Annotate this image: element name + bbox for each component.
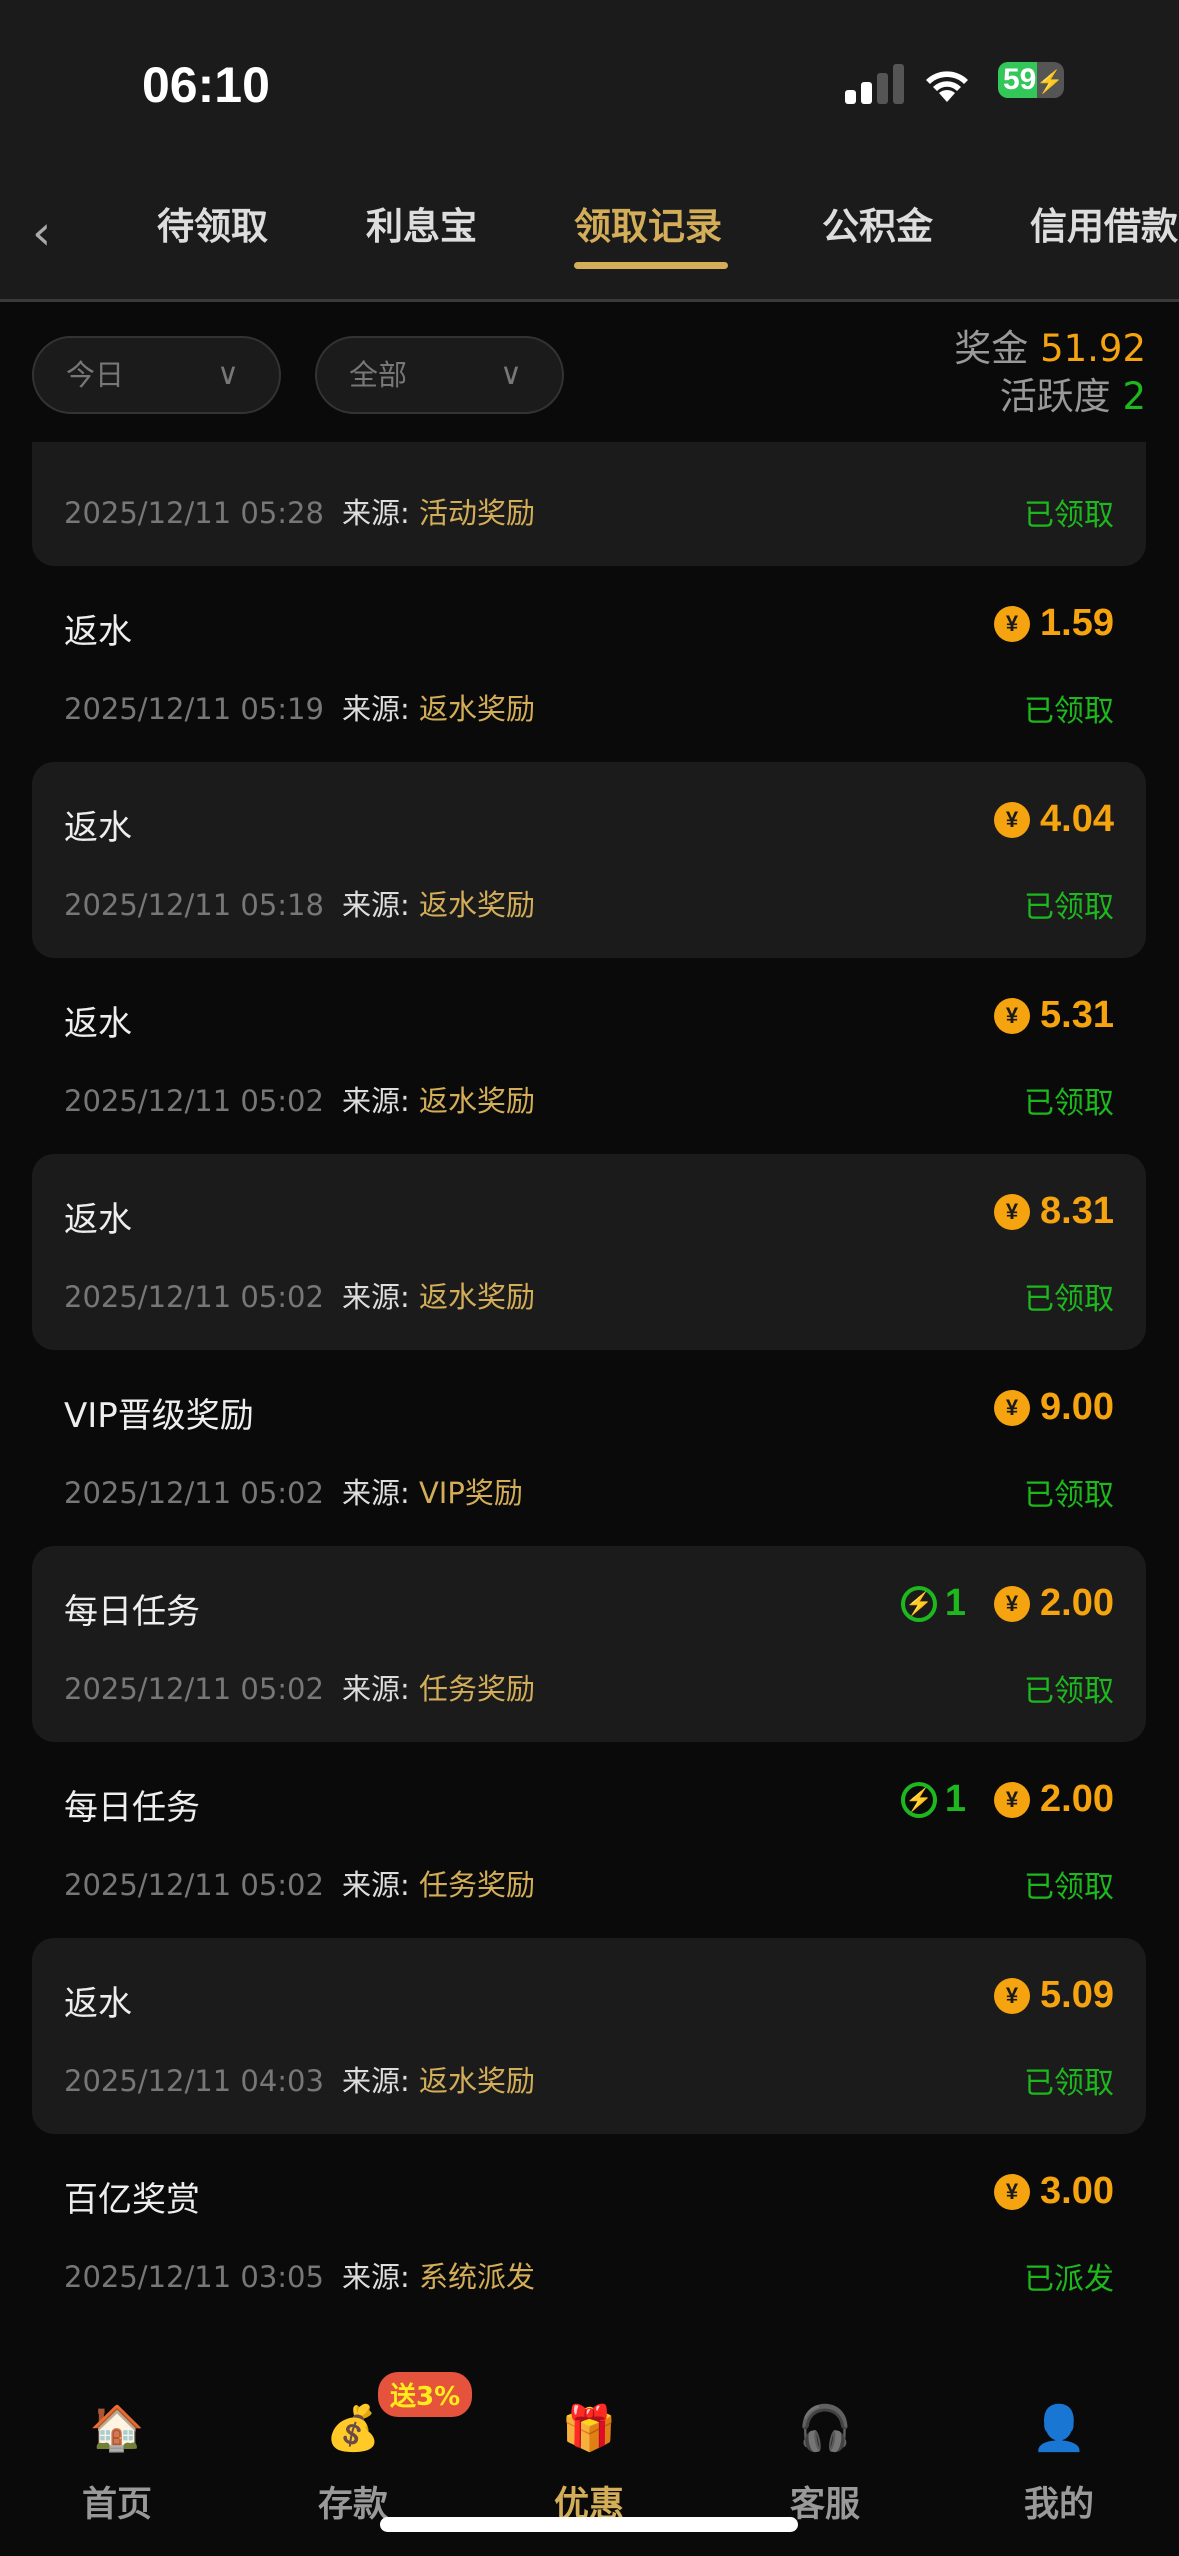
list-item[interactable]: 百亿奖赏 ¥3.00 2025/12/11 03:05 来源: 系统派发 已派发	[32, 2134, 1146, 2330]
tab-bar: 待领取 利息宝 领取记录 公积金 信用借款	[0, 196, 1179, 266]
yuan-coin-icon: ¥	[994, 997, 1031, 1034]
chevron-down-icon: ∨	[500, 357, 522, 392]
yuan-coin-icon: ¥	[994, 1193, 1031, 1230]
yuan-coin-icon: ¥	[994, 1585, 1031, 1622]
filter-bar: 今日 ∨ 全部 ∨ 奖金 51.92 活跃度 2	[0, 305, 1179, 442]
record-meta: 2025/12/11 05:28 来源: 活动奖励	[64, 496, 535, 530]
summary: 奖金 51.92 活跃度 2	[954, 327, 1146, 418]
signal-icon	[845, 62, 904, 104]
activity-total: 2	[1122, 375, 1146, 418]
status-badge: 已领取	[1024, 1674, 1114, 1709]
record-meta: 2025/12/11 05:02 来源: 任务奖励	[64, 1868, 535, 1902]
yuan-coin-icon: ¥	[994, 1781, 1031, 1818]
active-tab-indicator	[574, 262, 728, 269]
deposit-badge: 送3%	[378, 2372, 473, 2417]
record-amount: ⚡ 1 ¥2.00	[900, 1582, 1114, 1625]
record-amount: ¥4.04	[994, 798, 1114, 841]
nav-item-1[interactable]: 💰 存款	[278, 2390, 428, 2527]
yuan-coin-icon: ¥	[994, 1389, 1031, 1426]
record-meta: 2025/12/11 05:02 来源: 返水奖励	[64, 1084, 535, 1118]
nav-item-3[interactable]: 🎧 客服	[750, 2390, 900, 2527]
record-meta: 2025/12/11 05:18 来源: 返水奖励	[64, 888, 535, 922]
record-amount: ¥3.00	[994, 2170, 1114, 2213]
list-item[interactable]: 每日任务 ⚡ 1 ¥2.00 2025/12/11 05:02 来源: 任务奖励 已…	[32, 1742, 1146, 1938]
record-title: 返水	[64, 1984, 132, 2024]
list-item[interactable]: 返水 ¥5.31 2025/12/11 05:02 来源: 返水奖励 已领取	[32, 958, 1146, 1154]
tab-3[interactable]: 公积金	[822, 205, 933, 248]
list-item[interactable]: 每日任务 ⚡ 1 ¥2.00 2025/12/11 05:02 来源: 任务奖励 已…	[32, 1546, 1146, 1742]
record-meta: 2025/12/11 05:02 来源: 任务奖励	[64, 1672, 535, 1706]
chevron-down-icon: ∨	[217, 357, 239, 392]
record-title: 返水	[64, 612, 132, 652]
status-badge: 已领取	[1024, 498, 1114, 533]
record-meta: 2025/12/11 05:02 来源: 返水奖励	[64, 1280, 535, 1314]
yuan-coin-icon: ¥	[994, 605, 1031, 642]
yuan-coin-icon: ¥	[994, 801, 1031, 838]
record-title: 百亿奖赏	[64, 2180, 200, 2220]
record-title: 返水	[64, 808, 132, 848]
record-title: 返水	[64, 1200, 132, 1240]
bottom-nav: 🏠 首页 💰 存款 🎁 优惠 🎧 客服 👤 我的	[0, 2340, 1179, 2556]
home-indicator	[380, 2517, 798, 2532]
date-filter-dropdown[interactable]: 今日 ∨	[32, 336, 281, 414]
record-amount: ¥5.31	[994, 994, 1114, 1037]
list-item[interactable]: VIP晋级奖励 ¥9.00 2025/12/11 05:02 来源: VIP奖励 …	[32, 1350, 1146, 1546]
tab-4[interactable]: 信用借款	[1030, 205, 1178, 248]
status-badge: 已领取	[1024, 2066, 1114, 2101]
record-meta: 2025/12/11 05:02 来源: VIP奖励	[64, 1476, 523, 1510]
status-badge: 已领取	[1024, 694, 1114, 729]
wifi-icon	[926, 71, 968, 102]
list-item[interactable]: 返水 ¥1.59 2025/12/11 05:19 来源: 返水奖励 已领取	[32, 566, 1146, 762]
status-badge: 已领取	[1024, 1282, 1114, 1317]
gift-icon: 🎁	[561, 2403, 617, 2454]
lightning-icon: ⚡	[900, 1585, 937, 1622]
tab-0[interactable]: 待领取	[157, 205, 268, 248]
status-badge: 已领取	[1024, 890, 1114, 925]
tab-1[interactable]: 利息宝	[366, 205, 477, 248]
record-meta: 2025/12/11 05:19 来源: 返水奖励	[64, 692, 535, 726]
lightning-icon: ⚡	[900, 1781, 937, 1818]
type-filter-dropdown[interactable]: 全部 ∨	[315, 336, 564, 414]
nav-item-0[interactable]: 🏠 首页	[42, 2390, 192, 2527]
list-item[interactable]: 返水 ¥5.09 2025/12/11 04:03 来源: 返水奖励 已领取	[32, 1938, 1146, 2134]
record-title: 每日任务	[64, 1592, 200, 1632]
record-amount: ¥8.31	[994, 1190, 1114, 1233]
nav-item-2[interactable]: 🎁 优惠	[514, 2390, 664, 2527]
yuan-coin-icon: ¥	[994, 2173, 1031, 2210]
record-title: 返水	[64, 1004, 132, 1044]
nav-item-4[interactable]: 👤 我的	[984, 2390, 1134, 2527]
record-amount: ¥9.00	[994, 1386, 1114, 1429]
list-item[interactable]: 返水 ¥4.04 2025/12/11 05:18 来源: 返水奖励 已领取	[32, 762, 1146, 958]
status-badge: 已领取	[1024, 1086, 1114, 1121]
header: 06:10 59⚡ ‹ 待领取 利息宝 领取记录 公积金 信用借款	[0, 0, 1179, 302]
record-list: 2025/12/11 05:28 来源: 活动奖励 已领取 返水 ¥1.59 202…	[32, 370, 1146, 2330]
record-title: VIP晋级奖励	[64, 1396, 254, 1436]
house-icon: 🏠	[89, 2403, 145, 2454]
status-badge: 已派发	[1024, 2262, 1114, 2297]
status-badge: 已领取	[1024, 1870, 1114, 1905]
tab-2[interactable]: 领取记录	[574, 205, 722, 248]
money-bag-icon: 💰	[325, 2403, 381, 2454]
list-item[interactable]: 返水 ¥8.31 2025/12/11 05:02 来源: 返水奖励 已领取	[32, 1154, 1146, 1350]
user-icon: 👤	[1031, 2403, 1087, 2454]
record-meta: 2025/12/11 03:05 来源: 系统派发	[64, 2260, 535, 2294]
record-meta: 2025/12/11 04:03 来源: 返水奖励	[64, 2064, 535, 2098]
headset-icon: 🎧	[797, 2403, 853, 2454]
yuan-coin-icon: ¥	[994, 1977, 1031, 2014]
status-badge: 已领取	[1024, 1478, 1114, 1513]
back-button[interactable]: ‹	[32, 205, 52, 261]
status-time: 06:10	[142, 57, 270, 113]
record-amount: ¥5.09	[994, 1974, 1114, 2017]
battery-icon: 59⚡	[998, 62, 1064, 98]
bonus-total: 51.92	[1040, 327, 1146, 370]
record-title: 每日任务	[64, 1788, 200, 1828]
record-amount: ¥1.59	[994, 602, 1114, 645]
record-amount: ⚡ 1 ¥2.00	[900, 1778, 1114, 1821]
